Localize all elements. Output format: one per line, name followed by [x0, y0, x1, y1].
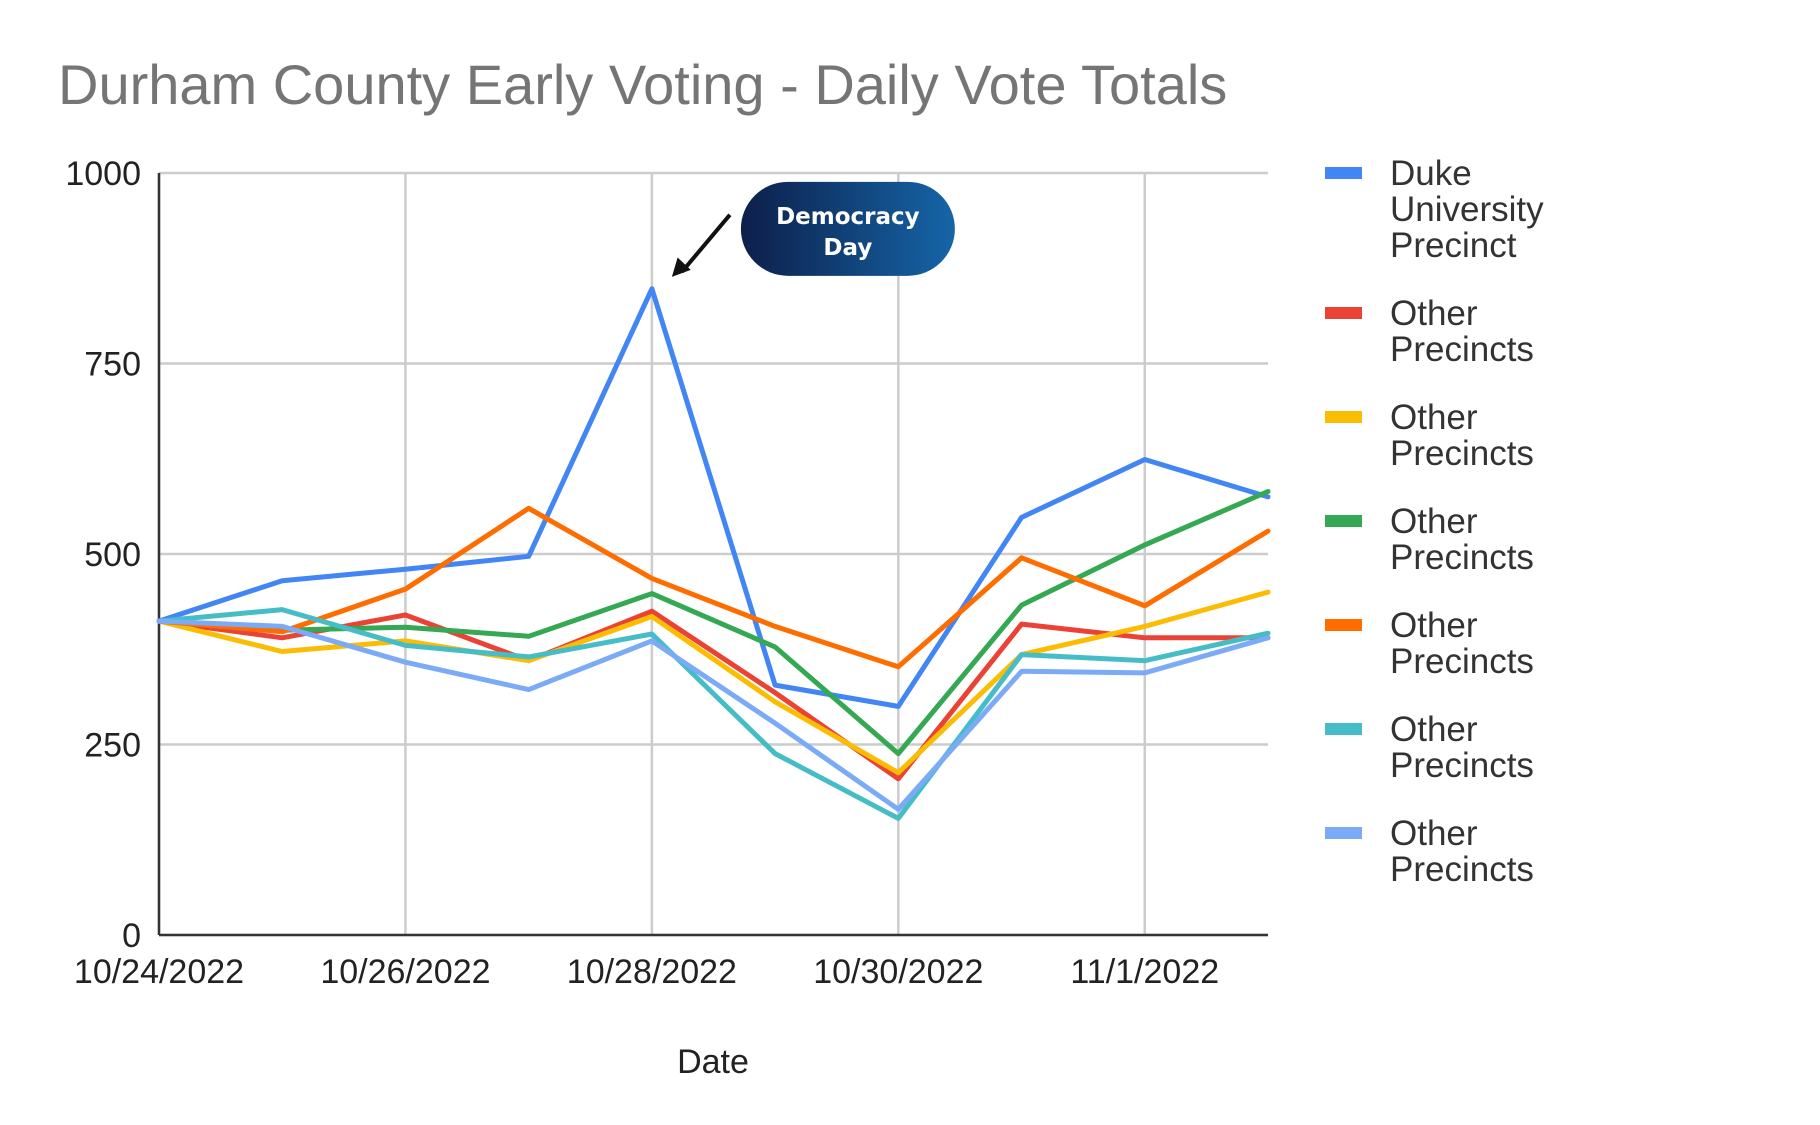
annotation-text: Democracy [776, 204, 920, 230]
series-line-5 [156, 505, 1271, 670]
chart-title: Durham County Early Voting - Daily Vote … [58, 53, 1227, 116]
series-lines [156, 286, 1271, 821]
x-axis-ticks: 10/24/2022 10/26/2022 10/28/2022 10/30/2022… [74, 953, 1219, 991]
gridlines [157, 171, 1268, 937]
legend: Duke University Precinct Other Precincts Othe… [1325, 154, 1544, 889]
legend-label: Duke University Precinct [1390, 154, 1544, 265]
series-line-1 [156, 286, 1271, 709]
legend-label: Other Precincts [1390, 398, 1534, 473]
y-tick-label: 0 [122, 917, 141, 955]
legend-label: Other Precincts [1390, 814, 1534, 889]
x-tick-label: 10/26/2022 [320, 953, 490, 991]
annotation-bubble [740, 181, 955, 276]
annotations: Democracy Day [671, 181, 955, 277]
x-axis-label: Date [677, 1043, 749, 1081]
series-line-6 [156, 607, 1271, 821]
legend-swatch [1325, 723, 1362, 735]
legend-label: Other Precincts [1390, 606, 1534, 681]
legend-swatch [1325, 167, 1362, 179]
x-tick-label: 11/1/2022 [1070, 953, 1219, 991]
annotation-text: Day [823, 235, 872, 261]
y-tick-label: 1000 [65, 155, 141, 193]
y-tick-label: 500 [84, 536, 141, 574]
legend-label: Other Precincts [1390, 710, 1534, 785]
series-line-7 [156, 618, 1271, 812]
annotation-arrow [680, 213, 732, 274]
legend-swatch [1325, 411, 1362, 423]
legend-swatch [1325, 619, 1362, 631]
legend-swatch [1325, 515, 1362, 527]
y-tick-label: 250 [84, 727, 141, 765]
legend-label: Other Precincts [1390, 294, 1534, 369]
x-tick-label: 10/24/2022 [74, 953, 244, 991]
legend-label: Other Precincts [1390, 502, 1534, 577]
x-tick-label: 10/28/2022 [567, 953, 737, 991]
legend-swatch [1325, 307, 1362, 319]
y-axis-ticks: 0 250 500 750 1000 [65, 155, 141, 955]
annotation-arrowhead [671, 257, 691, 277]
y-tick-label: 750 [84, 346, 141, 384]
axes [157, 173, 1268, 937]
legend-swatch [1325, 827, 1362, 839]
x-tick-label: 10/30/2022 [813, 953, 983, 991]
